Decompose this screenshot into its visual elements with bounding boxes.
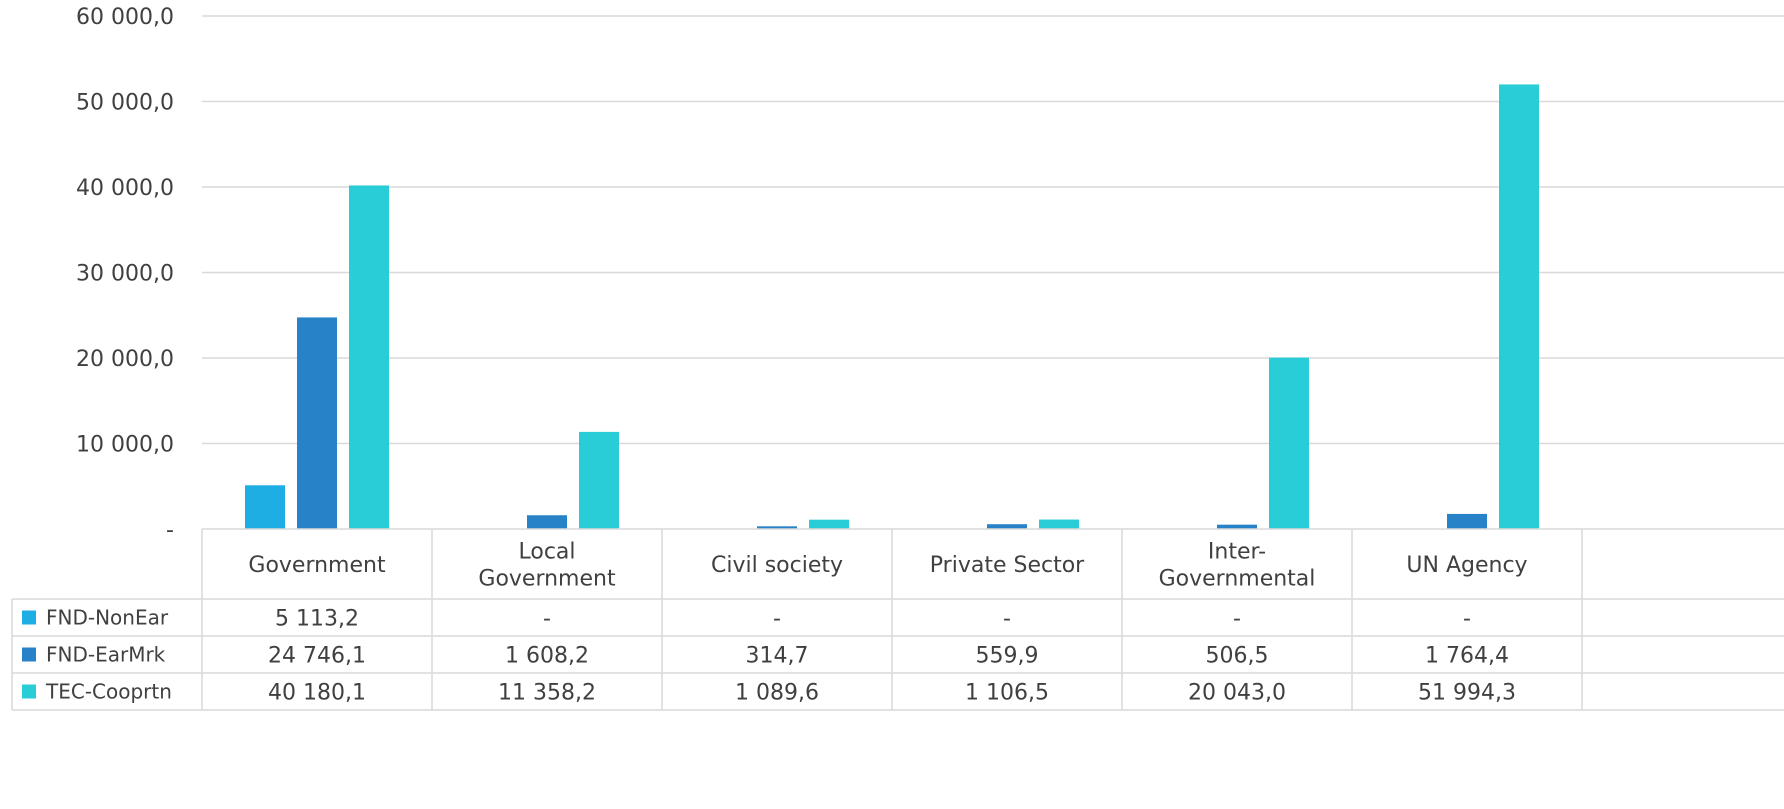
y-tick-label: 30 000,0 [76, 262, 174, 287]
bar-tec-cooprtn-1 [579, 431, 619, 529]
category-label: Government [248, 553, 386, 578]
table-cell-value: - [1003, 607, 1011, 632]
table-cell-value: 1 608,2 [505, 644, 589, 669]
category-label: UN Agency [1406, 553, 1527, 578]
table-cell-value: 51 994,3 [1418, 681, 1516, 706]
table-cell-value: - [543, 607, 551, 632]
y-tick-label: 60 000,0 [76, 5, 174, 30]
category-label: Governmental [1159, 567, 1316, 592]
category-label: Civil society [711, 553, 843, 578]
legend-key-fnd-nonear [22, 610, 36, 625]
bar-fnd-earmrk-5 [1447, 513, 1487, 529]
bar-fnd-earmrk-1 [527, 515, 567, 529]
table-cell-value: - [1463, 607, 1471, 632]
legend-key-fnd-earmrk [22, 647, 36, 662]
y-tick-label: 50 000,0 [76, 91, 174, 116]
table-cell-value: 506,5 [1206, 644, 1269, 669]
legend-label: TEC-Cooprtn [45, 680, 172, 704]
legend-label: FND-EarMrk [46, 643, 166, 667]
table-cell-value: - [773, 607, 781, 632]
category-label: Inter- [1208, 540, 1266, 565]
bar-tec-cooprtn-0 [349, 185, 389, 529]
category-label: Private Sector [930, 553, 1085, 578]
bar-fnd-nonear-0 [245, 485, 285, 529]
table-cell-value: 24 746,1 [268, 644, 366, 669]
bar-tec-cooprtn-4 [1269, 357, 1309, 529]
table-cell-value: 314,7 [746, 644, 809, 669]
table-cell-value: 11 358,2 [498, 681, 596, 706]
table-cell-value: 1 764,4 [1425, 644, 1509, 669]
category-label: Local [518, 540, 575, 565]
table-cell-value: 1 106,5 [965, 681, 1049, 706]
bar-tec-cooprtn-5 [1499, 84, 1539, 530]
table-cell-value: 559,9 [976, 644, 1039, 669]
legend-label: FND-NonEar [46, 606, 169, 630]
bar-tec-cooprtn-3 [1039, 519, 1079, 529]
bar-fnd-earmrk-4 [1217, 524, 1257, 529]
legend-key-tec-cooprtn [22, 684, 36, 699]
table-cell-value: - [1233, 607, 1241, 632]
table-cell-value: 5 113,2 [275, 607, 359, 632]
bar-fnd-earmrk-0 [297, 317, 337, 529]
bar-fnd-earmrk-3 [987, 524, 1027, 529]
y-tick-label: 20 000,0 [76, 347, 174, 372]
y-tick-label: 40 000,0 [76, 176, 174, 201]
bar-fnd-earmrk-2 [757, 526, 797, 529]
y-tick-label: - [166, 518, 174, 543]
bar-tec-cooprtn-2 [809, 519, 849, 529]
category-label: Government [478, 567, 616, 592]
table-cell-value: 40 180,1 [268, 681, 366, 706]
y-tick-label: 10 000,0 [76, 433, 174, 458]
table-cell-value: 20 043,0 [1188, 681, 1286, 706]
table-cell-value: 1 089,6 [735, 681, 819, 706]
